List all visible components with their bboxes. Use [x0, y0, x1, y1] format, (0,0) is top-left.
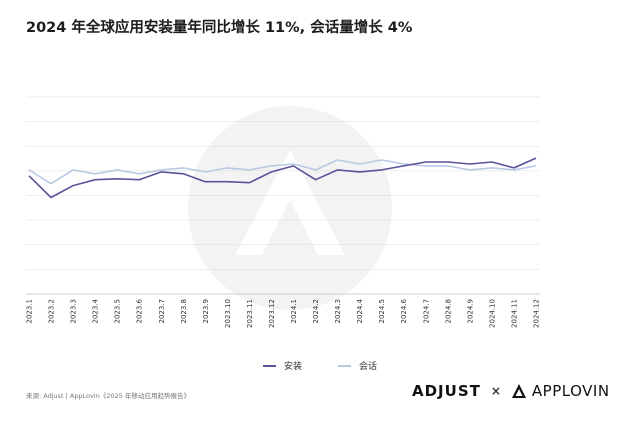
x-tick-label: 2024.1 [290, 299, 298, 324]
x-tick-label: 2023.8 [180, 299, 188, 324]
x-tick-label: 2024.5 [378, 299, 386, 324]
legend-label-installs: 安装 [283, 362, 302, 372]
adjust-logo: ADJUST [412, 382, 481, 400]
applovin-logo: APPLOVIN [511, 382, 610, 400]
chart-title: 2024 年全球应用安装量年同比增长 11%, 会话量增长 4% [26, 20, 413, 36]
x-tick-label: 2024.8 [444, 299, 452, 324]
x-tick-label: 2024.10 [488, 299, 496, 328]
x-tick-label: 2023.4 [92, 298, 100, 323]
x-tick-label: 2024.7 [422, 299, 430, 324]
x-tick-label: 2023.7 [158, 299, 166, 324]
legend-label-sessions: 会话 [359, 362, 378, 372]
legend: 安装 会话 [0, 359, 640, 372]
x-axis-tick-labels: 2023.1 2023.2 2023.3 2023.4 2023.5 2023.6 2023… [26, 298, 541, 327]
partner-logos: ADJUST × APPLOVIN [412, 382, 610, 400]
x-tick-label: 2024.11 [510, 299, 518, 328]
series-lines [28, 157, 537, 199]
x-tick-label: 2023.9 [202, 299, 210, 324]
x-tick-label: 2024.12 [533, 299, 541, 328]
logo-separator: × [490, 384, 501, 398]
x-tick-label: 2024.3 [334, 299, 342, 324]
watermark-a-mark [235, 150, 345, 255]
x-tick-label: 2023.3 [70, 299, 78, 324]
x-tick-label: 2024.9 [466, 299, 474, 324]
x-tick-label: 2023.11 [246, 299, 254, 328]
x-tick-label: 2023.2 [48, 299, 56, 324]
series-line-sessions [28, 159, 537, 185]
applovin-triangle-icon [511, 384, 526, 398]
legend-item-sessions: 会话 [338, 359, 377, 372]
x-tick-label: 2024.6 [400, 298, 408, 323]
x-tick-label: 2023.1 [26, 299, 34, 324]
x-tick-label: 2023.12 [268, 299, 276, 328]
watermark-logo [188, 106, 392, 310]
legend-item-installs: 安装 [262, 359, 302, 372]
x-tick-label: 2024.2 [312, 299, 320, 324]
x-tick-label: 2023.5 [114, 299, 122, 324]
x-tick-label: 2024.4 [356, 298, 364, 323]
x-tick-label: 2023.10 [224, 299, 232, 328]
grid-lines [26, 96, 540, 295]
watermark-circle [188, 106, 392, 310]
legend-swatch-installs [262, 364, 276, 367]
series-line-installs [28, 157, 537, 199]
applovin-wordmark: APPLOVIN [531, 382, 610, 400]
source-note: 来源: Adjust | AppLovin《2025 年移动应用趋势报告》 [26, 392, 190, 400]
x-tick-label: 2023.6 [136, 298, 144, 323]
legend-swatch-sessions [338, 364, 351, 367]
